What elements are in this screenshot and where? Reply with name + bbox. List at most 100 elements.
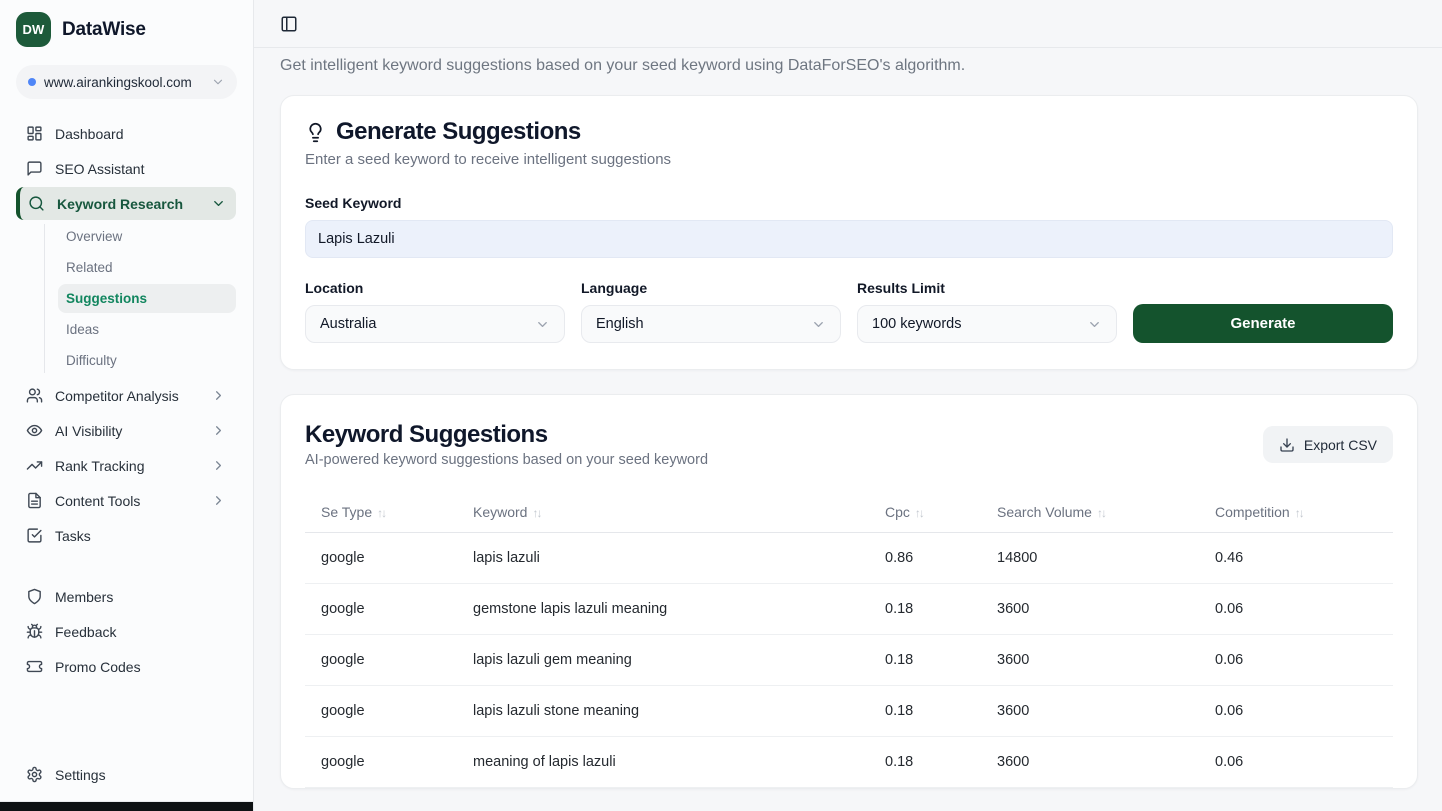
sidebar-item-feedback[interactable]: Feedback (16, 615, 236, 648)
workspace-domain-selector[interactable]: www.airankingskool.com (16, 65, 237, 99)
location-select[interactable]: Australia (305, 305, 565, 343)
sidebar-item-seo-assistant[interactable]: SEO Assistant (16, 152, 236, 185)
sidebar-item-label: Dashboard (55, 125, 124, 142)
nav-section-gap (0, 554, 253, 578)
results-title: Keyword Suggestions (305, 421, 548, 448)
sidebar-item-label: Settings (55, 766, 106, 783)
chevron-right-icon (211, 388, 226, 403)
sidebar-nav: Dashboard SEO Assistant Keyword Research… (0, 111, 253, 756)
cell-cpc: 0.18 (869, 736, 981, 788)
sidebar-item-settings[interactable]: Settings (16, 758, 236, 791)
sidebar-item-rank-tracking[interactable]: Rank Tracking (16, 449, 236, 482)
cell-search-volume: 14800 (981, 532, 1199, 584)
column-header-competition[interactable]: Competition ↑↓ (1199, 498, 1393, 533)
sidebar-item-label: Tasks (55, 527, 91, 544)
dashboard-icon (26, 125, 43, 142)
subnav-label: Overview (66, 229, 123, 244)
column-header-se-type[interactable]: Se Type ↑↓ (305, 498, 457, 533)
sidebar-item-label: Feedback (55, 623, 117, 640)
cell-keyword: gemstone lapis lazuli meaning (457, 583, 869, 635)
sidebar-item-label: Competitor Analysis (55, 387, 179, 404)
seed-keyword-input[interactable] (305, 220, 1393, 258)
sidebar-item-promo-codes[interactable]: Promo Codes (16, 650, 236, 683)
sidebar-item-tasks[interactable]: Tasks (16, 519, 236, 552)
page-content: Get intelligent keyword suggestions base… (254, 48, 1442, 811)
keyword-research-subnav: Overview Related Suggestions Ideas Diffi… (0, 222, 253, 375)
subnav-label: Suggestions (66, 291, 148, 306)
subnav-item-overview[interactable]: Overview (58, 222, 236, 251)
sort-icon: ↑↓ (532, 506, 542, 520)
bug-icon (26, 623, 43, 640)
cell-search-volume: 3600 (981, 685, 1199, 737)
results-limit-value: 100 keywords (872, 316, 962, 332)
cell-search-volume: 3600 (981, 634, 1199, 686)
sort-icon: ↑↓ (377, 506, 387, 520)
cell-competition: 0.06 (1199, 634, 1393, 686)
subnav-label: Related (66, 260, 113, 275)
file-text-icon (26, 492, 43, 509)
sort-icon: ↑↓ (1294, 506, 1305, 520)
cell-search-volume: 3600 (981, 583, 1199, 635)
table-row: google lapis lazuli gem meaning 0.18 360… (305, 634, 1393, 686)
subnav-item-ideas[interactable]: Ideas (58, 315, 236, 344)
column-label: Competition (1215, 504, 1290, 520)
chevron-down-icon (1087, 317, 1102, 332)
subnav-label: Difficulty (66, 353, 117, 368)
generate-button[interactable]: Generate (1133, 304, 1393, 343)
sidebar-item-dashboard[interactable]: Dashboard (16, 117, 236, 150)
cell-keyword: meaning of lapis lazuli (457, 736, 869, 788)
cell-cpc: 0.18 (869, 583, 981, 635)
cell-se-type: google (305, 532, 457, 584)
lightbulb-icon (305, 122, 326, 143)
ticket-icon (26, 658, 43, 675)
table-header-row: Se Type ↑↓ Keyword ↑↓ Cpc ↑↓ Search Volume ↑… (305, 498, 1393, 533)
export-csv-button[interactable]: Export CSV (1262, 426, 1393, 463)
column-header-search-volume[interactable]: Search Volume ↑↓ (981, 498, 1199, 533)
sidebar-item-competitor-analysis[interactable]: Competitor Analysis (16, 379, 236, 412)
language-select[interactable]: English (581, 305, 841, 343)
column-label: Cpc (885, 504, 910, 520)
sidebar-item-ai-visibility[interactable]: AI Visibility (16, 414, 236, 447)
sidebar-toggle-button[interactable] (280, 15, 298, 33)
cell-keyword: lapis lazuli (457, 532, 869, 584)
cell-keyword: lapis lazuli gem meaning (457, 634, 869, 686)
generate-suggestions-card: Generate Suggestions Enter a seed keywor… (280, 95, 1418, 370)
sidebar-item-label: SEO Assistant (55, 160, 145, 177)
chat-bubble-icon (26, 160, 43, 177)
cell-competition: 0.06 (1199, 685, 1393, 737)
subnav-item-related[interactable]: Related (58, 253, 236, 282)
sidebar-item-members[interactable]: Members (16, 580, 236, 613)
workspace-domain: www.airankingskool.com (44, 74, 192, 90)
sidebar-item-label: Content Tools (55, 492, 141, 509)
cell-competition: 0.46 (1199, 532, 1393, 584)
sidebar-item-keyword-research[interactable]: Keyword Research (16, 187, 236, 220)
chevron-down-icon (535, 317, 550, 332)
cell-keyword: lapis lazuli stone meaning (457, 685, 869, 737)
chevron-down-icon (811, 317, 826, 332)
table-row: google lapis lazuli 0.86 14800 0.46 (305, 532, 1393, 584)
cell-competition: 0.06 (1199, 736, 1393, 788)
cell-cpc: 0.18 (869, 634, 981, 686)
cell-search-volume: 3600 (981, 736, 1199, 788)
language-value: English (596, 316, 644, 332)
sidebar-item-content-tools[interactable]: Content Tools (16, 484, 236, 517)
cell-se-type: google (305, 685, 457, 737)
column-header-keyword[interactable]: Keyword ↑↓ (457, 498, 869, 533)
export-csv-label: Export CSV (1303, 436, 1377, 453)
subnav-item-suggestions[interactable]: Suggestions (58, 284, 236, 313)
results-subtitle: AI-powered keyword suggestions based on … (305, 452, 709, 468)
results-limit-select[interactable]: 100 keywords (857, 305, 1117, 343)
sidebar: DW DataWise www.airankingskool.com Dashb… (0, 0, 254, 811)
page-subtitle: Get intelligent keyword suggestions base… (280, 57, 966, 74)
shield-icon (26, 588, 43, 605)
cell-cpc: 0.18 (869, 685, 981, 737)
chevron-right-icon (211, 423, 226, 438)
language-label: Language (581, 280, 648, 296)
sidebar-item-label: Members (55, 588, 114, 605)
column-header-cpc[interactable]: Cpc ↑↓ (869, 498, 981, 533)
download-icon (1279, 437, 1295, 453)
topbar (254, 0, 1442, 48)
table-row: google gemstone lapis lazuli meaning 0.1… (305, 583, 1393, 635)
subnav-item-difficulty[interactable]: Difficulty (58, 346, 236, 375)
sidebar-bottom: Settings (0, 756, 253, 811)
